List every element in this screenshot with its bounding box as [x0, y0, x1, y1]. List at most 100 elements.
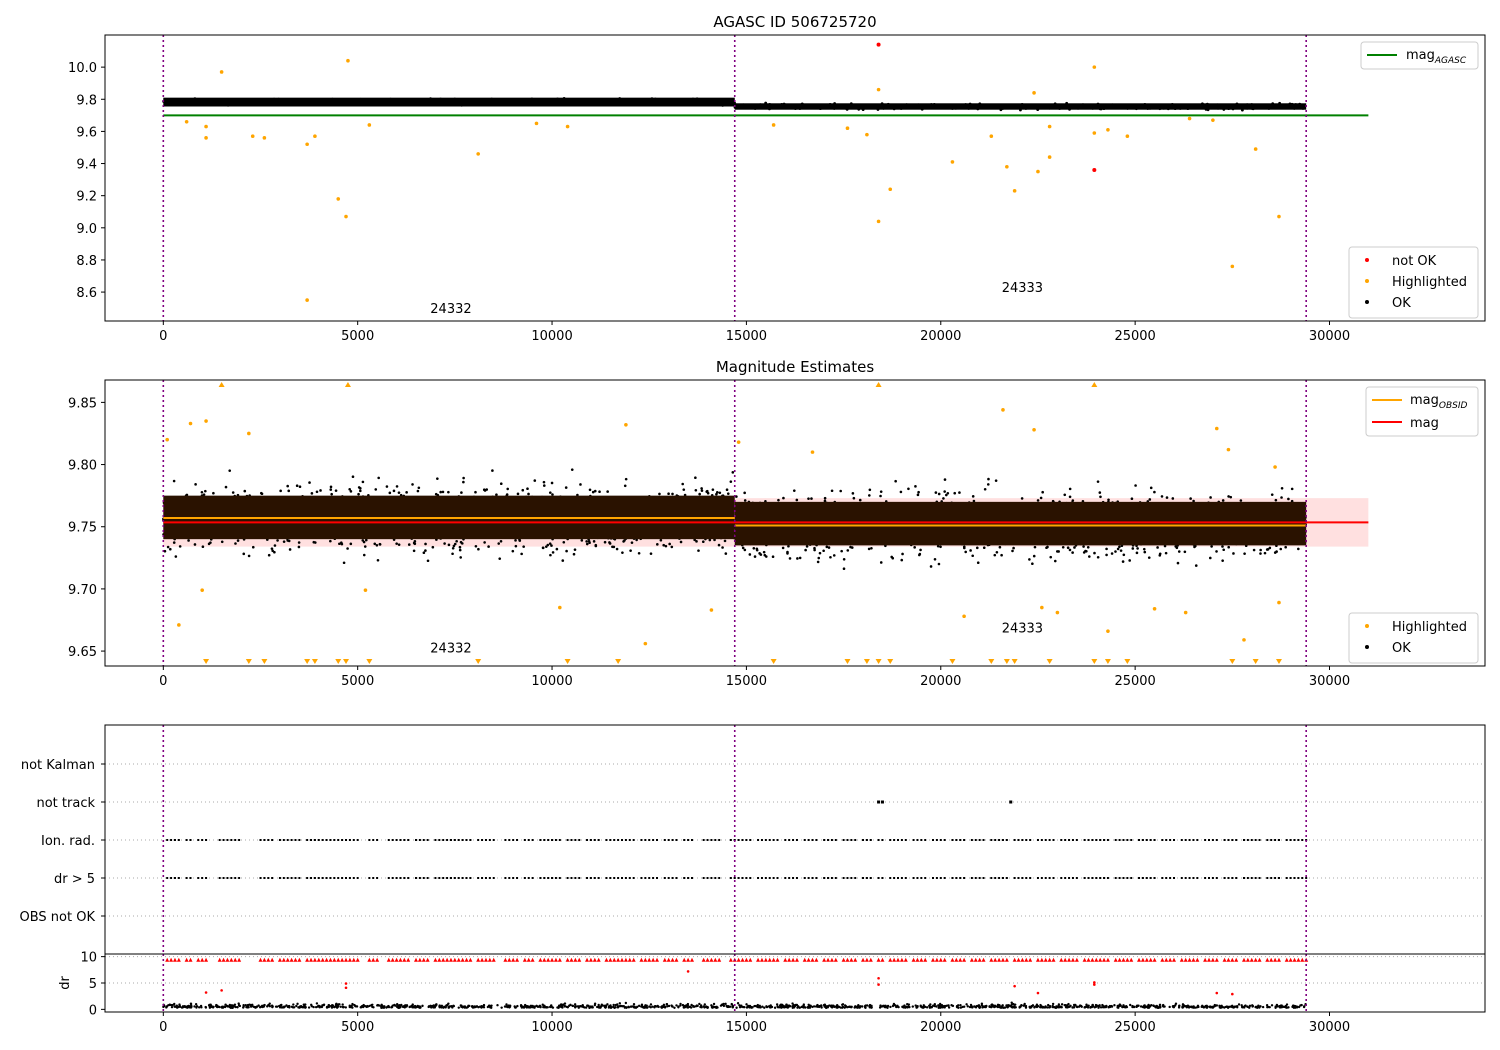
ok-point: [974, 105, 977, 109]
dr-flag-point: [407, 877, 410, 879]
ok-point: [1232, 552, 1235, 555]
ok-point: [181, 99, 184, 103]
ion-rad-point: [543, 839, 546, 841]
dr-point: [1261, 1005, 1265, 1009]
ok-point: [370, 98, 374, 102]
ok-point: [694, 488, 698, 492]
ok-point: [359, 97, 362, 101]
ok-point: [645, 98, 649, 102]
dr-flag-point: [1095, 877, 1098, 879]
ion-rad-point: [414, 839, 417, 841]
ok-point: [918, 553, 921, 557]
dr-flag-point: [387, 877, 390, 879]
dr-point: [1024, 1006, 1028, 1009]
ok-point: [1154, 104, 1157, 107]
ok-point: [473, 99, 477, 103]
ion-rad-point: [1095, 839, 1098, 841]
ion-rad-point: [1254, 839, 1257, 841]
ok-point: [329, 485, 333, 489]
ok-point: [236, 101, 240, 104]
ok-point: [385, 485, 389, 488]
ion-rad-point: [1149, 839, 1152, 841]
ok-point: [668, 542, 671, 546]
ok-point: [357, 492, 360, 496]
ok-point: [753, 555, 757, 558]
ok-point: [1267, 107, 1271, 110]
ok-point: [1121, 560, 1125, 563]
highlighted-point: [336, 197, 341, 201]
dr-flag-point: [574, 877, 577, 879]
dr-point: [673, 1006, 676, 1009]
ok-point: [1088, 555, 1091, 558]
dr-point: [1028, 1005, 1031, 1009]
ok-point: [559, 100, 563, 104]
ion-rad-point: [772, 839, 775, 841]
ok-point: [1242, 104, 1246, 108]
ok-point: [609, 100, 613, 104]
ok-point: [585, 542, 589, 546]
ion-rad-point: [667, 839, 670, 841]
ok-point: [352, 100, 356, 104]
dr-point: [1248, 1006, 1251, 1009]
ok-point: [1134, 484, 1137, 487]
dr-flag-point: [508, 877, 511, 879]
ok-point: [220, 540, 224, 544]
ok-point: [492, 101, 496, 104]
ok-point: [1259, 548, 1262, 552]
ok-point: [618, 97, 622, 100]
dr-point: [325, 1006, 329, 1009]
ion-rad-point: [234, 839, 237, 841]
ion-rad-point: [1138, 839, 1141, 841]
ok-point: [395, 485, 399, 488]
ok-point: [1192, 499, 1195, 503]
agasc-panel-title: AGASC ID 506725720: [713, 13, 876, 31]
ok-point: [717, 101, 721, 105]
dr-point: [307, 1006, 311, 1009]
ok-point: [705, 102, 708, 106]
ok-point: [385, 98, 389, 102]
ok-point: [322, 100, 326, 104]
highlighted-point: [1277, 600, 1281, 605]
ok-point: [962, 545, 966, 549]
ok-point: [844, 106, 848, 109]
ok-point: [1201, 102, 1204, 106]
ok-point: [884, 103, 888, 107]
ok-point: [417, 486, 421, 490]
ok-point: [886, 102, 890, 106]
ok-point: [1032, 106, 1036, 110]
legend-mag: mag: [1410, 416, 1439, 431]
clipped-low-marker: [261, 659, 268, 664]
agasc-legend-label: not OK: [1392, 254, 1437, 269]
highlighted-point: [1036, 169, 1040, 174]
ok-point: [810, 104, 813, 108]
ok-point: [767, 105, 771, 109]
dr-flag-point: [543, 877, 546, 879]
dr-flag-point: [932, 877, 934, 879]
ok-point: [642, 99, 645, 103]
ok-point: [941, 106, 945, 109]
clipped-low-marker: [949, 659, 956, 664]
ok-point: [599, 101, 603, 105]
ok-point: [1128, 559, 1131, 562]
highlighted-point: [177, 623, 181, 627]
clipped-low-marker: [1252, 659, 1259, 664]
ion-rad-point: [1141, 839, 1144, 841]
dr-flag-point: [663, 877, 666, 879]
ion-rad-point: [391, 839, 394, 841]
mag-estimates-xtick-label: 15000: [726, 674, 767, 689]
dr-flag-point: [683, 877, 686, 879]
ok-point: [293, 101, 296, 105]
dr-flag-point: [177, 877, 180, 879]
dr-flag-point: [418, 877, 421, 879]
ok-point: [535, 100, 538, 104]
ok-point: [867, 547, 871, 551]
ok-point: [867, 105, 871, 109]
ok-point: [725, 488, 729, 491]
agasc-xtick-label: 10000: [531, 329, 572, 344]
ion-rad-point: [333, 839, 336, 841]
dr-flag-point: [970, 877, 973, 879]
dr-flag-point: [1270, 877, 1273, 879]
ion-rad-point: [617, 839, 620, 841]
ok-point: [920, 105, 924, 109]
clipped-low-marker: [1003, 659, 1010, 664]
